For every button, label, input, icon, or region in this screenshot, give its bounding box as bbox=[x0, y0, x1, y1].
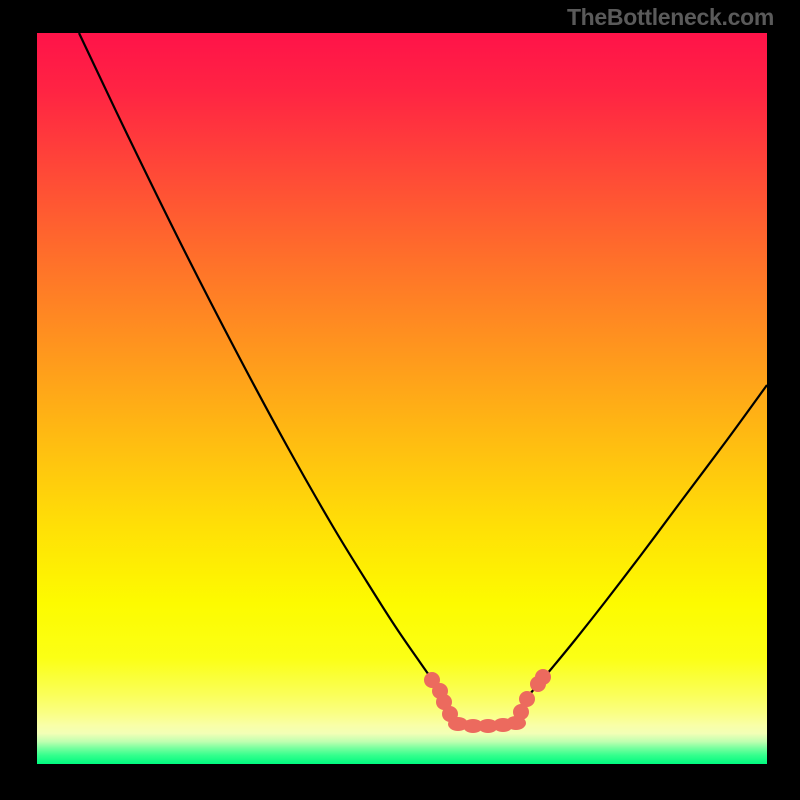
marker-group bbox=[424, 669, 551, 733]
data-marker bbox=[535, 669, 551, 685]
data-marker bbox=[506, 716, 526, 730]
chart-plot-area bbox=[37, 33, 767, 764]
right-curve bbox=[524, 385, 767, 701]
left-curve bbox=[79, 33, 446, 697]
data-marker bbox=[519, 691, 535, 707]
chart-overlay-svg bbox=[37, 33, 767, 764]
watermark-text: TheBottleneck.com bbox=[567, 4, 774, 31]
